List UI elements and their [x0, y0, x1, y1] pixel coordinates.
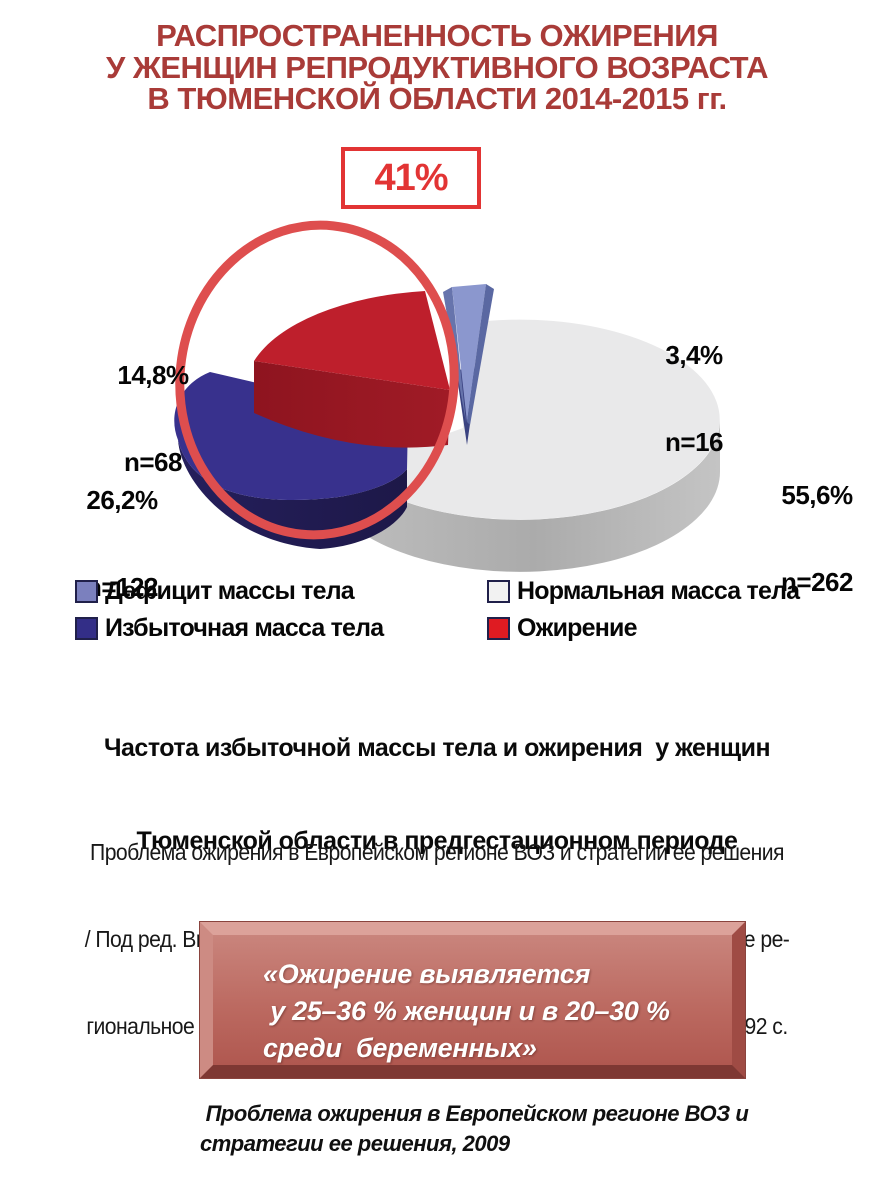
legend-swatch-obesity [487, 617, 510, 640]
slice-count: n=16 [665, 427, 724, 457]
legend-label: Нормальная масса тела [517, 577, 800, 605]
pie-slice-overweight-side [178, 440, 407, 549]
legend-item-overweight: Избыточная масса тела [75, 614, 384, 642]
slice-count: n=262 [781, 567, 853, 597]
slice-count: n=68 [123, 447, 183, 477]
title-line: У ЖЕНЩИН РЕПРОДУКТИВНОГО ВОЗРАСТА [105, 49, 769, 85]
legend-item-obesity: Ожирение [487, 615, 637, 642]
title-line: В ТЮМЕНСКОЙ ОБЛАСТИ 2014-2015 гг. [147, 81, 727, 116]
title-line: РАСПРОСТРАНЕННОСТЬ ОЖИРЕНИЯ [156, 18, 718, 53]
legend-label: Дефицит массы тела [105, 577, 355, 605]
pie-slice-deficit-right [467, 284, 494, 425]
caption-line: Тюменской области в предгестационном пер… [136, 827, 738, 855]
pie-slice-overweight [174, 372, 408, 549]
pie-slice-obesity [254, 291, 450, 448]
slice-label-obesity: 14,8% n=68 [117, 303, 189, 535]
quote-line: среди беременных» [263, 1033, 537, 1063]
legend-label: Избыточная масса тела [105, 614, 384, 642]
page-title: РАСПРОСТРАНЕННОСТЬ ОЖИРЕНИЯ У ЖЕНЩИН РЕП… [0, 20, 874, 115]
legend-swatch-overweight [75, 617, 98, 640]
slice-percent: 55,6% [781, 480, 853, 510]
legend-item-normal: Нормальная масса тела [487, 577, 800, 605]
slice-percent: 26,2% [86, 485, 158, 515]
highlight-callout-value: 41% [374, 157, 448, 199]
pie-slice-normal-side [347, 420, 720, 572]
pie-slice-obesity-top [254, 291, 450, 390]
citation-line: Проблема ожирения в Европейском регионе … [90, 839, 784, 865]
slice-percent: 14,8% [117, 360, 189, 390]
quote-text: «Ожирение выявляется у 25–36 % женщин и … [213, 935, 732, 1067]
pie-slice-normal [347, 319, 720, 572]
quote-source-line: Проблема ожирения в Европейском регионе … [200, 1101, 749, 1126]
caption-line: Частота избыточной массы тела и ожирения… [103, 734, 771, 762]
slice-label-deficit: 3,4% n=16 [665, 283, 724, 515]
slice-label-overweight: 26,2% n=122 [86, 428, 158, 660]
highlight-ring [175, 220, 459, 540]
pie-slice-normal-top [347, 319, 720, 520]
legend-item-deficit: Дефицит массы тела [75, 577, 355, 605]
pie-slice-overweight-top [174, 372, 408, 500]
quote-line: у 25–36 % женщин и в 20–30 % [263, 996, 670, 1026]
slice-percent: 3,4% [665, 340, 723, 370]
quote-source: Проблема ожирения в Европейском регионе … [200, 1099, 749, 1159]
slice-count: n=122 [86, 572, 158, 602]
quote-line: «Ожирение выявляется [263, 959, 591, 989]
quote-box: «Ожирение выявляется у 25–36 % женщин и … [199, 921, 746, 1079]
quote-source-line: стратегии ее решения, 2009 [200, 1131, 510, 1156]
legend-swatch-normal [487, 580, 510, 603]
pie-slice-deficit-top [452, 284, 486, 422]
legend-label: Ожирение [517, 614, 637, 642]
legend-swatch-deficit [75, 580, 98, 603]
pie-chart [174, 220, 720, 572]
slice-label-normal: 55,6% n=262 [781, 423, 853, 655]
highlight-callout-box: 41% [341, 147, 481, 209]
pie-slice-obesity-side [254, 361, 450, 448]
